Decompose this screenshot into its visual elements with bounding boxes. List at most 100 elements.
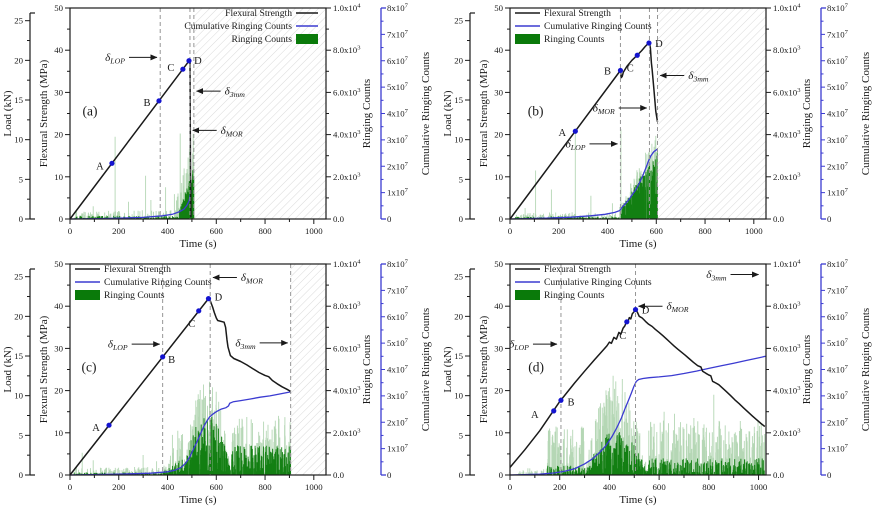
ringing-tick-label: 2.0x103 — [333, 171, 361, 182]
post-failure-hatch-region — [657, 8, 766, 219]
mpa-tick-label: 50 — [54, 3, 63, 13]
event-label-A: A — [531, 410, 539, 421]
event-point-B — [558, 397, 564, 403]
legend-entry-label: Flexural Strength — [544, 8, 611, 19]
legend-swatch-box — [515, 34, 540, 44]
cumulative-tick-label: 5x107 — [387, 82, 409, 93]
x-tick-label: 800 — [258, 226, 272, 236]
event-label-C: C — [188, 319, 195, 330]
ringing-tick-label: 0.0 — [773, 470, 785, 480]
ringing-tick-label: 8.0x103 — [773, 45, 801, 56]
mpa-axis-title: Flexural Strength (MPa) — [38, 315, 50, 423]
ringing-tick-label: 1.0x104 — [333, 259, 361, 270]
annotation-delta-LOP: δLOP — [566, 138, 586, 152]
event-label-B: B — [168, 355, 175, 366]
legend-entry-label: Ringing Counts — [544, 290, 605, 301]
cumulative-tick-label: 2x107 — [827, 161, 849, 172]
event-label-B: B — [604, 66, 611, 77]
ringing-tick-label: 6.0x103 — [333, 87, 361, 98]
load-axis-title: Load (kN) — [442, 346, 454, 392]
ringing-tick-label: 4.0x103 — [773, 385, 801, 396]
cumulative-ringing-counts-curve — [69, 191, 192, 220]
legend-swatch-box — [515, 290, 540, 300]
legend-swatch-box — [75, 290, 100, 300]
load-axis-title: Load (kN) — [442, 90, 454, 136]
cumulative-tick-label: 3x107 — [827, 390, 849, 401]
ringing-axis-title: Ringing Counts — [801, 79, 813, 148]
event-label-D: D — [655, 39, 663, 50]
flexural-strength-curve — [509, 308, 766, 468]
ringing-tick-label: 6.0x103 — [773, 343, 801, 354]
cumulative-tick-label: 8x107 — [387, 259, 409, 270]
legend-entry-label: Ringing Counts — [231, 34, 292, 45]
mpa-tick-label: 10 — [494, 172, 503, 182]
event-point-D — [646, 40, 652, 46]
ringing-tick-label: 0.0 — [333, 214, 345, 224]
event-label-D: D — [215, 293, 223, 304]
mpa-tick-label: 40 — [54, 45, 63, 55]
cumulative-tick-label: 2x107 — [827, 417, 849, 428]
legend-entry-label: Cumulative Ringing Counts — [184, 21, 292, 32]
event-point-A — [551, 408, 557, 414]
load-tick-label: 25 — [454, 272, 463, 282]
event-label-D: D — [642, 306, 650, 317]
event-point-C — [196, 308, 202, 314]
cumulative-tick-label: 2x107 — [387, 417, 409, 428]
mpa-tick-label: 20 — [54, 386, 63, 396]
event-label-D: D — [194, 56, 202, 67]
x-tick-label: 200 — [112, 482, 126, 492]
event-label-A: A — [96, 161, 104, 172]
annotation-delta-LOP: δLOP — [509, 339, 529, 353]
mpa-tick-label: 30 — [54, 87, 63, 97]
cumulative-tick-label: 2x107 — [387, 161, 409, 172]
event-point-D — [632, 306, 639, 313]
cumulative-tick-label: 8x107 — [827, 3, 849, 14]
ringing-tick-label: 4.0x103 — [773, 129, 801, 140]
ringing-tick-label: 4.0x103 — [333, 385, 361, 396]
mpa-tick-label: 40 — [54, 301, 63, 311]
mpa-tick-label: 10 — [54, 428, 63, 438]
ringing-tick-label: 0.0 — [333, 470, 345, 480]
mpa-tick-label: 20 — [494, 130, 503, 140]
cumulative-tick-label: 0 — [387, 214, 392, 224]
load-tick-label: 10 — [454, 135, 463, 145]
mpa-tick-label: 40 — [494, 301, 503, 311]
event-point-A — [106, 422, 112, 428]
event-label-A: A — [559, 128, 567, 139]
load-tick-label: 0 — [19, 214, 24, 224]
mpa-axis-title: Flexural Strength (MPa) — [478, 315, 490, 423]
x-tick-label: 600 — [650, 226, 664, 236]
mpa-axis-title: Flexural Strength (MPa) — [38, 59, 50, 167]
mpa-tick-label: 20 — [54, 130, 63, 140]
mpa-tick-label: 10 — [54, 172, 63, 182]
cumulative-tick-label: 6x107 — [387, 311, 409, 322]
ringing-tick-label: 2.0x103 — [773, 171, 801, 182]
load-tick-label: 10 — [14, 135, 23, 145]
load-tick-label: 20 — [454, 55, 463, 65]
event-label-C: C — [167, 63, 174, 74]
load-tick-label: 15 — [14, 95, 23, 105]
cumulative-tick-label: 7x107 — [827, 285, 849, 296]
x-tick-label: 400 — [603, 482, 617, 492]
annotation-delta-3mm: δ3mm — [688, 70, 709, 84]
x-tick-label: 600 — [653, 482, 667, 492]
event-point-C — [624, 319, 630, 325]
panel-tag: (d) — [528, 360, 544, 375]
cumulative-tick-label: 8x107 — [827, 259, 849, 270]
ringing-counts-bars-dark — [514, 152, 658, 219]
legend-entry-label: Cumulative Ringing Counts — [544, 21, 652, 32]
x-tick-label: 600 — [210, 226, 224, 236]
cumulative-tick-label: 6x107 — [827, 55, 849, 66]
x-tick-label: 0 — [68, 226, 73, 236]
mpa-tick-label: 50 — [54, 259, 63, 269]
x-axis-title: Time (s) — [179, 238, 217, 250]
event-label-A: A — [92, 423, 100, 434]
legend-entry-label: Cumulative Ringing Counts — [544, 277, 652, 288]
cumulative-tick-label: 5x107 — [827, 338, 849, 349]
ringing-tick-label: 0.0 — [773, 214, 785, 224]
event-label-C: C — [619, 331, 626, 342]
